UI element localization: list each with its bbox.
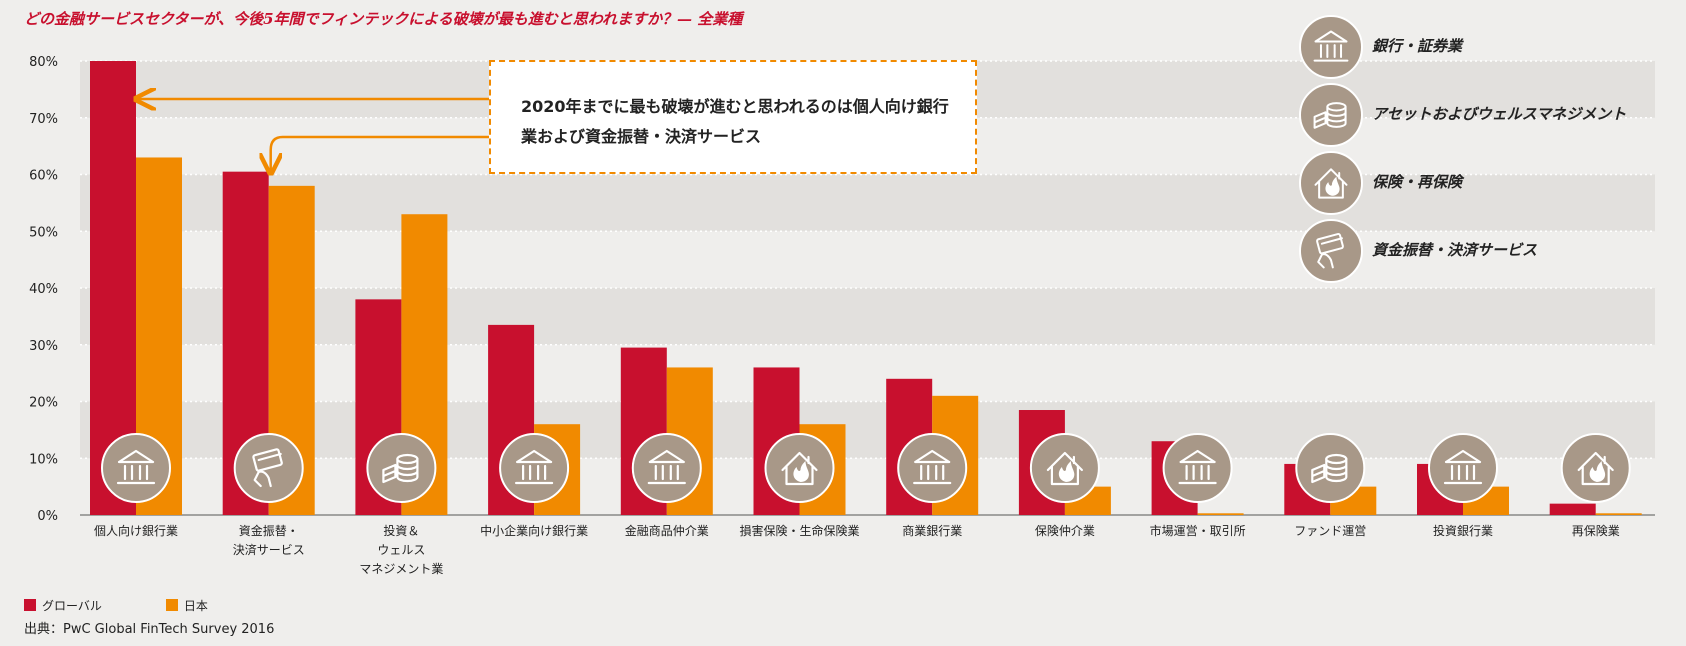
- x-tick-label: 資金振替・決済サービス: [233, 523, 305, 557]
- y-tick-label: 70%: [29, 112, 58, 127]
- coins-icon: [1299, 83, 1363, 147]
- background-band: [80, 401, 1655, 459]
- x-tick-label: 保険仲介業: [1035, 524, 1095, 538]
- bank-icon: [897, 433, 968, 503]
- house-fire-icon: [1299, 151, 1363, 215]
- bank-icon: [499, 433, 570, 503]
- legend-swatch: [165, 599, 178, 611]
- card-icon: [233, 433, 304, 503]
- series-legend-item: 日本: [165, 597, 208, 614]
- category-icons: [101, 433, 1631, 503]
- source-note: 出典：PwC Global FinTech Survey 2016: [24, 622, 275, 637]
- house-fire-icon: [1029, 433, 1100, 503]
- y-tick-label: 50%: [29, 225, 58, 240]
- annotation-arrows: [138, 99, 489, 171]
- series-legend-item: グローバル: [24, 597, 102, 614]
- bar-japan: [1595, 513, 1642, 515]
- y-tick-label: 30%: [29, 339, 58, 354]
- y-tick-label: 60%: [29, 169, 58, 184]
- coins-icon: [1295, 433, 1366, 503]
- chart-title: どの金融サービスセクターが、今後5年間でフィンテックによる破壊が最も進むと思われ…: [24, 10, 743, 28]
- bar-japan: [1197, 513, 1244, 515]
- icon-legend-label: 銀行・証券業: [1372, 37, 1463, 55]
- x-axis: 個人向け銀行業 資金振替・決済サービス 投資＆ウェルスマネジメント業 中小企業向け銀行…: [94, 523, 1620, 576]
- background-band: [80, 174, 1655, 232]
- x-tick-label: 個人向け銀行業: [94, 523, 178, 538]
- bank-icon: [1428, 433, 1498, 503]
- y-tick-label: 10%: [29, 452, 58, 467]
- icon-legend-label: 資金振替・決済サービス: [1372, 241, 1538, 259]
- y-tick-label: 20%: [29, 396, 58, 411]
- series-legend: グローバル 日本: [24, 597, 272, 614]
- bank-icon: [631, 433, 702, 503]
- bank-icon: [1299, 15, 1363, 79]
- bar-global: [1549, 503, 1596, 515]
- y-tick-label: 0%: [37, 509, 58, 524]
- x-tick-label: 金融商品仲介業: [625, 523, 709, 538]
- series-legend-label: グローバル: [42, 599, 102, 613]
- house-fire-icon: [1560, 433, 1631, 503]
- legend-swatch: [24, 599, 36, 611]
- bank-icon: [101, 433, 171, 503]
- x-tick-label: 再保険業: [1572, 524, 1620, 538]
- x-tick-label: 市場運営・取引所: [1150, 523, 1246, 538]
- bank-icon: [1162, 433, 1233, 503]
- annotation-box: 2020年までに最も破壊が進むと思われるのは個人向け銀行業および資金振替・決済サ…: [489, 60, 977, 174]
- icon-legend-label: アセットおよびウェルスマネジメント: [1372, 105, 1627, 123]
- house-fire-icon: [764, 433, 835, 503]
- x-tick-label: 損害保険・生命保険業: [739, 523, 859, 538]
- annotation-arrow: [271, 135, 489, 171]
- icon-legend-label: 保険・再保険: [1372, 173, 1463, 191]
- x-tick-label: 投資＆ウェルスマネジメント業: [359, 523, 443, 576]
- x-tick-label: 中小企業向け銀行業: [480, 523, 588, 538]
- annotation-text: 2020年までに最も破壊が進むと思われるのは個人向け銀行業および資金振替・決済サ…: [521, 97, 949, 146]
- x-tick-label: 商業銀行業: [902, 523, 962, 538]
- y-tick-label: 80%: [29, 55, 58, 70]
- x-tick-label: 投資銀行業: [1433, 523, 1493, 538]
- card-icon: [1299, 219, 1363, 283]
- coins-icon: [366, 433, 437, 503]
- series-legend-label: 日本: [183, 599, 208, 613]
- y-axis: 0% 10% 20% 30% 40% 50% 60% 70% 80%: [29, 55, 1655, 524]
- background-band: [80, 288, 1655, 345]
- y-tick-label: 40%: [29, 282, 58, 297]
- x-tick-label: ファンド運営: [1294, 524, 1366, 538]
